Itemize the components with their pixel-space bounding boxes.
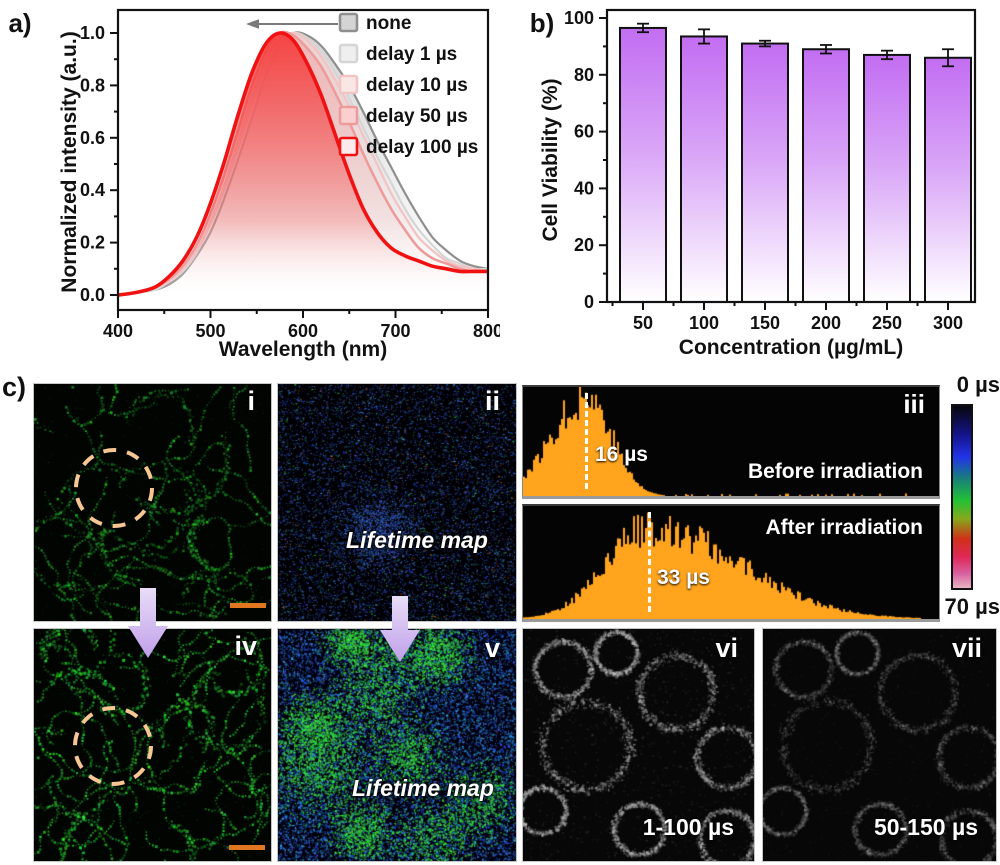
lifetime-map-image-v: v Lifetime map [277, 628, 517, 862]
y-tick-label: 80 [574, 65, 594, 85]
colorbar-min-label: 0 µs [956, 372, 1000, 397]
lifetime-map-ii-canvas [278, 384, 516, 621]
viability-bar-300 [924, 56, 972, 304]
histogram-after-canvas [523, 506, 939, 619]
x-tick-label: 150 [750, 313, 780, 333]
x-tick-label: 600 [288, 321, 318, 341]
lifetime-colorbar [951, 404, 973, 590]
y-tick-label: 60 [574, 122, 594, 142]
y-tick-label: 1.0 [80, 23, 105, 43]
y-tick-label: 0.8 [80, 75, 105, 95]
gate-window-label-vii: 50-150 µs [873, 814, 978, 840]
peak-dashed-line-before [585, 393, 588, 489]
y-tick-label: 0 [584, 292, 594, 312]
spectrum-fill-4 [118, 32, 488, 295]
image-i-label: i [247, 386, 255, 416]
x-tick-label: 800 [473, 321, 500, 341]
viability-bar-200 [802, 48, 850, 303]
x-tick-label: 250 [872, 313, 902, 333]
image-v-label: v [484, 633, 500, 663]
viability-bar-100 [680, 35, 728, 304]
gate-window-label-vi: 1-100 µs [642, 814, 734, 840]
legend-label-2: delay 10 µs [366, 75, 468, 96]
legend-label-1: delay 1 µs [366, 44, 457, 65]
image-vi-label: vi [715, 633, 738, 663]
y-tick-label: 0.4 [80, 180, 105, 200]
x-tick-label: 50 [633, 313, 653, 333]
lifetime-map-caption-ii: Lifetime map [346, 527, 488, 553]
x-tick-label: 500 [195, 321, 225, 341]
confocal-image-i: i [33, 383, 272, 622]
panel-c-label: c) [2, 372, 27, 402]
confocal-image-i-canvas [34, 384, 271, 621]
legend-swatch-1 [338, 43, 359, 64]
plot-frame [605, 8, 977, 304]
spectrum-curve-4 [117, 31, 488, 297]
gated-image-vii: vii 50-150 µs [762, 628, 997, 862]
viability-bar-50 [619, 26, 667, 303]
lifetime-histogram-before: iii 16 µs Before irradiation [522, 385, 940, 499]
y-tick-label: 20 [574, 235, 594, 255]
image-ii-label: ii [484, 386, 500, 416]
confocal-image-iv: iv [33, 628, 272, 862]
legend-label-3: delay 50 µs [366, 106, 468, 127]
lifetime-histogram-after: After irradiation 33 µs [522, 504, 940, 622]
legend-swatch-0 [338, 12, 359, 33]
gated-image-vii-canvas [763, 629, 996, 861]
panel-a-spectra-chart: 400 500 600 700 800 0.0 0.2 0.4 0.6 0.8 1.0 Wavelen… [8, 8, 500, 361]
y-tick-label: 40 [574, 178, 594, 198]
blueshift-arrow-head [246, 19, 259, 29]
legend-swatch-4 [338, 136, 359, 157]
y-axis-label: Normalized intensity (a.u.) [58, 31, 81, 292]
histogram-title-after: After irradiation [765, 516, 923, 539]
image-vii-label: vii [951, 633, 982, 663]
down-arrow-ii-to-v [380, 596, 420, 662]
legend-label-4: delay 100 µs [366, 137, 478, 158]
legend-swatch-2 [338, 74, 359, 95]
y-tick-label: 0.6 [80, 128, 105, 148]
panel-b-label: b) [530, 8, 555, 38]
y-tick-label: 0.0 [80, 285, 105, 305]
peak-label-after: 33 µs [657, 566, 710, 589]
histogram-title-before: Before irradiation [747, 460, 923, 483]
y-tick-label: 0.2 [80, 233, 105, 253]
peak-dashed-line-after [648, 512, 651, 612]
legend-swatch-3 [338, 105, 359, 126]
gated-image-vi: vi 1-100 µs [522, 628, 755, 862]
panel-b-viability-chart: 0 20 40 60 80 100 50 100 150 200 250 300 Concentrati… [530, 8, 977, 359]
viability-bar-150 [741, 42, 789, 304]
viability-bar-250 [863, 53, 911, 303]
x-tick-label: 100 [689, 313, 719, 333]
x-axis-label: Wavelength (nm) [219, 338, 387, 361]
legend-label-0: none [366, 13, 411, 34]
lifetime-map-caption-v: Lifetime map [352, 775, 494, 801]
lifetime-map-image-ii: ii Lifetime map [277, 383, 517, 622]
image-iv-label: iv [234, 631, 257, 661]
panel-a-label: a) [8, 8, 31, 38]
histogram-before-canvas [523, 387, 939, 496]
x-axis-label: Concentration (µg/mL) [679, 336, 903, 359]
peak-label-before: 16 µs [595, 443, 648, 466]
y-axis-label: Cell Viability (%) [539, 79, 562, 242]
colorbar-max-label: 70 µs [944, 594, 1000, 619]
x-tick-label: 200 [811, 313, 841, 333]
x-tick-label: 300 [933, 313, 963, 333]
down-arrow-i-to-iv [128, 588, 168, 658]
y-tick-label: 100 [564, 8, 594, 28]
image-iii-label: iii [903, 389, 925, 419]
gated-image-vi-canvas [523, 629, 754, 861]
lifetime-map-v-canvas [278, 629, 516, 861]
x-tick-label: 700 [380, 321, 410, 341]
x-tick-label: 400 [103, 321, 133, 341]
confocal-image-iv-canvas [34, 629, 271, 861]
